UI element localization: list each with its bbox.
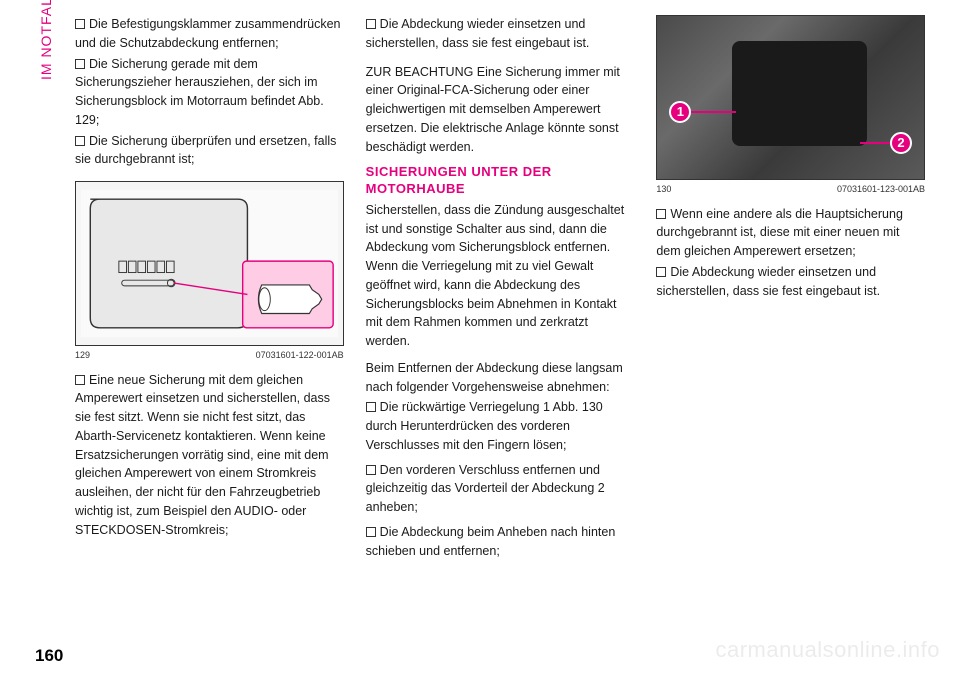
paragraph: Den vorderen Verschluss entfernen und gl…: [366, 461, 635, 517]
fuse-box-illustration: [76, 182, 343, 345]
bullet-icon: [366, 465, 376, 475]
column-2: Die Abdeckung wieder einsetzen und siche…: [366, 15, 635, 663]
paragraph: Wenn eine andere als die Hauptsicherung …: [656, 205, 925, 261]
figure-129-caption: 129 07031601-122-001AB: [75, 349, 344, 363]
text: Die Sicherung überprüfen und ersetzen, f…: [75, 134, 336, 167]
callout-line-1: [691, 111, 736, 113]
text: Eine neue Sicherung mit dem gleichen Amp…: [75, 373, 330, 537]
column-1: Die Befestigungsklammer zusammendrücken …: [75, 15, 344, 663]
engine-cover-shape: [732, 41, 867, 146]
section-heading: SICHERUNGEN UNTER DER MOTORHAUBE: [366, 164, 635, 197]
text: ZUR BEACHTUNG Eine Sicherung immer mit e…: [366, 65, 620, 154]
text: Die Abdeckung wieder einsetzen und siche…: [656, 265, 880, 298]
figure-129-image: [75, 181, 344, 346]
paragraph: Die Abdeckung wieder einsetzen und siche…: [656, 263, 925, 301]
text: Sicherstellen, dass die Zündung ausgesch…: [366, 203, 625, 348]
paragraph: Die Sicherung überprüfen und ersetzen, f…: [75, 132, 344, 170]
page-number: 160: [35, 646, 63, 666]
paragraph: Die Abdeckung beim Anheben nach hinten s…: [366, 523, 635, 561]
bullet-icon: [366, 527, 376, 537]
bullet-icon: [656, 209, 666, 219]
figure-code: 07031601-123-001AB: [837, 183, 925, 197]
bullet-icon: [75, 19, 85, 29]
figure-130-image: 1 2: [656, 15, 925, 180]
paragraph: Die Abdeckung wieder einsetzen und siche…: [366, 15, 635, 53]
figure-number: 130: [656, 183, 671, 197]
bullet-icon: [75, 375, 85, 385]
paragraph: Eine neue Sicherung mit dem gleichen Amp…: [75, 371, 344, 540]
text: Wenn eine andere als die Hauptsicherung …: [656, 207, 903, 259]
bullet-icon: [75, 59, 85, 69]
section-label: IM NOTFALL: [38, 0, 54, 80]
columns-container: Die Befestigungsklammer zusammendrücken …: [75, 15, 925, 663]
text: Die rückwärtige Verriegelung 1 Abb. 130 …: [366, 400, 603, 452]
paragraph: Beim Entfernen der Abdeckung diese langs…: [366, 359, 635, 397]
paragraph: Die rückwärtige Verriegelung 1 Abb. 130 …: [366, 398, 635, 454]
figure-130-caption: 130 07031601-123-001AB: [656, 183, 925, 197]
text: Die Abdeckung wieder einsetzen und siche…: [366, 17, 590, 50]
paragraph: Die Sicherung gerade mit dem Sicherungsz…: [75, 55, 344, 130]
bullet-icon: [366, 19, 376, 29]
figure-number: 129: [75, 349, 90, 363]
figure-130: 1 2 130 07031601-123-001AB: [656, 15, 925, 197]
text: Die Abdeckung beim Anheben nach hinten s…: [366, 525, 616, 558]
callout-2: 2: [890, 132, 912, 154]
bullet-icon: [75, 136, 85, 146]
page-content: Die Befestigungsklammer zusammendrücken …: [0, 0, 960, 678]
text: Die Befestigungsklammer zusammendrücken …: [75, 17, 341, 50]
text: Die Sicherung gerade mit dem Sicherungsz…: [75, 57, 324, 127]
paragraph: Sicherstellen, dass die Zündung ausgesch…: [366, 201, 635, 351]
figure-code: 07031601-122-001AB: [256, 349, 344, 363]
watermark: carmanualsonline.info: [715, 637, 940, 663]
callout-1: 1: [669, 101, 691, 123]
text: Beim Entfernen der Abdeckung diese langs…: [366, 361, 623, 394]
text: Den vorderen Verschluss entfernen und gl…: [366, 463, 605, 515]
callout-line-2: [860, 142, 890, 144]
paragraph: Die Befestigungsklammer zusammendrücken …: [75, 15, 344, 53]
bullet-icon: [366, 402, 376, 412]
bullet-icon: [656, 267, 666, 277]
figure-129: 129 07031601-122-001AB: [75, 181, 344, 363]
paragraph: ZUR BEACHTUNG Eine Sicherung immer mit e…: [366, 63, 635, 157]
column-3: 1 2 130 07031601-123-001AB Wenn eine and…: [656, 15, 925, 663]
